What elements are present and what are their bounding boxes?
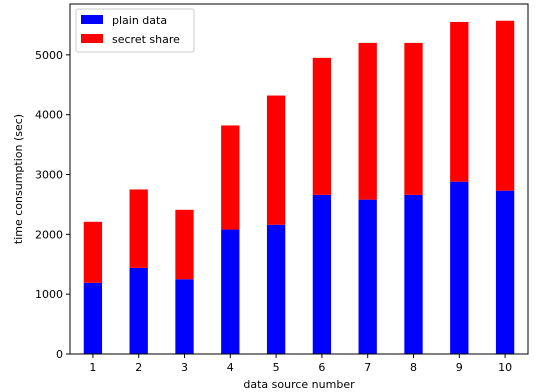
bar-secret-share-3 bbox=[175, 209, 194, 280]
x-tick-label-6: 6 bbox=[318, 361, 325, 374]
bar-plain-data-9 bbox=[450, 181, 469, 354]
plot-frame bbox=[69, 3, 529, 355]
x-tick-label-9: 9 bbox=[456, 361, 463, 374]
bar-plain-data-10 bbox=[495, 190, 515, 354]
bar-plain-data-6 bbox=[312, 194, 332, 354]
bar-secret-share-10 bbox=[495, 20, 515, 191]
x-tick-label-1: 1 bbox=[89, 361, 96, 374]
legend-box bbox=[75, 8, 195, 53]
bar-secret-share-8 bbox=[404, 42, 423, 195]
bar-plain-data-5 bbox=[266, 224, 286, 354]
x-axis-label: data source number bbox=[243, 378, 355, 391]
bar-secret-share-6 bbox=[312, 57, 332, 195]
y-tick-label-3000: 3000 bbox=[35, 169, 63, 182]
legend-swatch-secret-share bbox=[81, 34, 103, 43]
bar-plain-data-8 bbox=[404, 194, 423, 354]
x-tick-label-3: 3 bbox=[181, 361, 188, 374]
legend-swatch-plain-data bbox=[81, 15, 103, 24]
y-tick-label-5000: 5000 bbox=[35, 49, 63, 62]
x-tick-label-5: 5 bbox=[273, 361, 280, 374]
x-tick-label-2: 2 bbox=[135, 361, 142, 374]
bar-secret-share-1 bbox=[83, 221, 103, 283]
y-tick-label-0: 0 bbox=[56, 348, 63, 361]
legend-label-secret-share: secret share bbox=[112, 33, 180, 46]
x-tick-label-7: 7 bbox=[364, 361, 371, 374]
x-tick-label-8: 8 bbox=[410, 361, 417, 374]
x-tick-label-10: 10 bbox=[498, 361, 512, 374]
legend: plain data secret share bbox=[75, 8, 195, 53]
bar-secret-share-9 bbox=[450, 21, 469, 182]
bar-plain-data-3 bbox=[175, 279, 194, 354]
x-tick-label-4: 4 bbox=[227, 361, 234, 374]
y-axis-label: time consumption (sec) bbox=[12, 114, 25, 244]
legend-label-plain-data: plain data bbox=[112, 14, 167, 27]
bar-plain-data-4 bbox=[221, 229, 240, 354]
y-tick-label-4000: 4000 bbox=[35, 109, 63, 122]
bar-secret-share-2 bbox=[129, 189, 148, 268]
bar-plain-data-7 bbox=[358, 199, 377, 354]
bar-secret-share-5 bbox=[266, 95, 286, 225]
y-ticks: 0 1000 2000 3000 4000 5000 bbox=[35, 49, 70, 361]
y-tick-label-1000: 1000 bbox=[35, 288, 63, 301]
bars-group bbox=[83, 20, 515, 354]
bar-plain-data-2 bbox=[129, 267, 148, 354]
bar-plain-data-1 bbox=[83, 282, 103, 354]
y-tick-label-2000: 2000 bbox=[35, 228, 63, 241]
x-ticks: 1 2 3 4 5 6 7 8 9 10 bbox=[89, 354, 512, 374]
bar-secret-share-7 bbox=[358, 42, 377, 200]
bar-secret-share-4 bbox=[221, 125, 240, 230]
